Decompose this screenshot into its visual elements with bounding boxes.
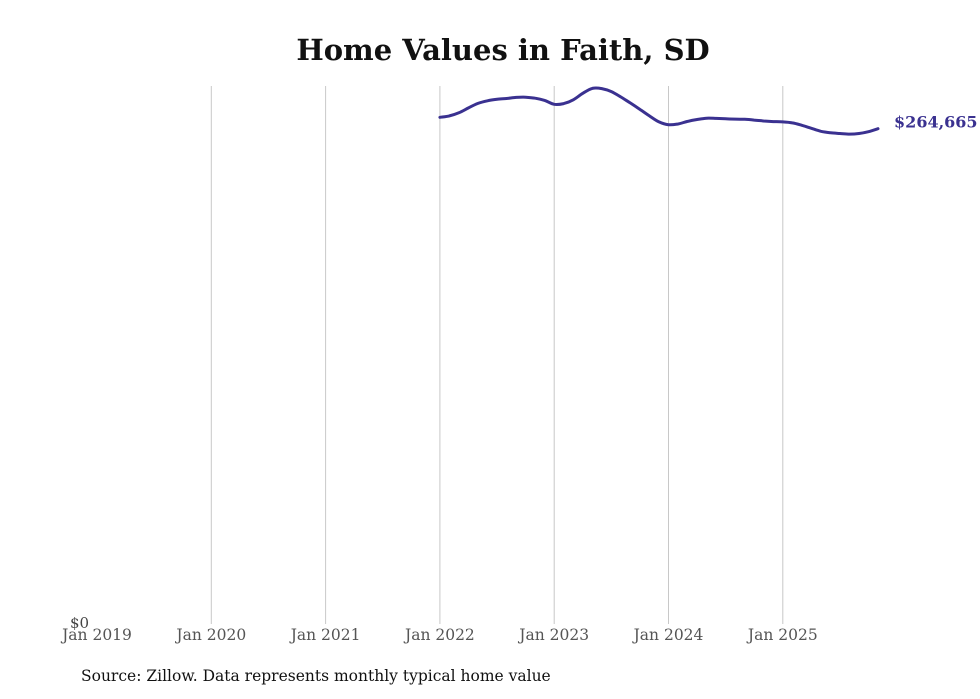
home-value-line (438, 86, 880, 136)
x-tick-label: Jan 2025 (746, 626, 818, 644)
x-tick-label: Jan 2023 (517, 626, 589, 644)
end-value-label: $264,665 (894, 113, 978, 132)
x-tick-label: Jan 2020 (174, 626, 246, 644)
chart-title: Home Values in Faith, SD (296, 33, 709, 67)
x-tick-label: Jan 2022 (403, 626, 475, 644)
x-axis-ticks: Jan 2019 Jan 2020 Jan 2021 Jan 2022 Jan 2023… (60, 626, 818, 644)
x-tick-label: Jan 2021 (289, 626, 361, 644)
source-note: Source: Zillow. Data represents monthly … (81, 667, 551, 685)
x-tick-label: Jan 2024 (632, 626, 704, 644)
x-tick-label: Jan 2019 (60, 626, 132, 644)
y-axis-zero-label: $0 (70, 614, 89, 632)
gridlines (210, 86, 784, 624)
